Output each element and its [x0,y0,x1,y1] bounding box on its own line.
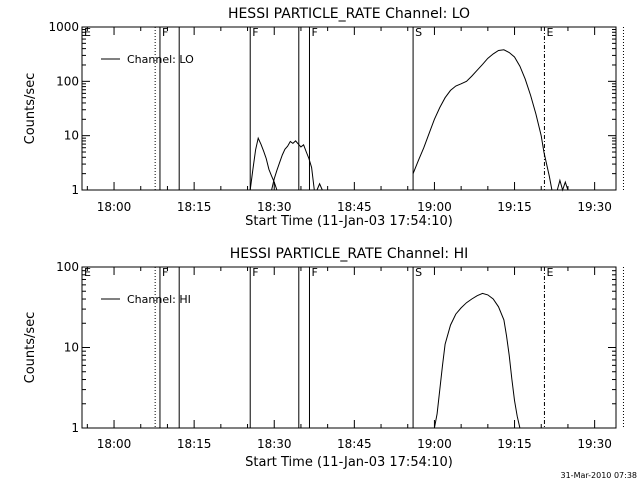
series-line [433,292,521,429]
y-tick-label: 100 [56,260,79,274]
x-tick-label: 19:30 [577,437,612,451]
plot-frame [81,26,617,191]
flag-label: E [546,266,553,279]
flag-label: F [162,26,168,39]
flag-label: F [252,266,258,279]
flag-label: S [415,266,422,279]
x-tick-label: 18:30 [257,437,292,451]
x-axis-label: Start Time (11-Jan-03 17:54:10) [245,214,453,229]
y-axis-label: Counts/sec [23,73,38,145]
y-tick-label: 100 [56,74,79,88]
chart-panel-0: HESSI PARTICLE_RATE Channel: LO 1 10 100 100… [23,6,624,229]
series-line [412,49,553,191]
series-line [556,178,569,192]
plot-timestamp: 31-Mar-2010 07:38 [561,471,638,480]
legend-label: Channel: LO [127,53,194,66]
legend-label: Channel: HI [127,293,191,306]
x-tick-label: 18:15 [177,437,212,451]
chart-panel-1: HESSI PARTICLE_RATE Channel: HI 1 10 100 18:… [23,246,624,470]
flag-label: E [84,26,91,39]
flag-label: S [415,26,422,39]
x-tick-label: 18:00 [97,200,132,214]
flag-label: F [311,266,317,279]
x-tick-label: 19:00 [417,200,452,214]
flag-label: F [252,26,258,39]
y-tick-label: 1 [71,421,79,435]
x-tick-label: 19:00 [417,437,452,451]
flag-label: E [84,266,91,279]
x-tick-label: 18:30 [257,200,292,214]
series-line [249,136,278,191]
x-tick-label: 18:45 [337,437,372,451]
x-tick-label: 18:45 [337,200,372,214]
y-axis-label: Counts/sec [23,312,38,384]
flag-label: E [546,26,553,39]
flag-label: F [311,26,317,39]
y-tick-label: 10 [64,341,79,355]
flag-label: F [162,266,168,279]
x-tick-label: 18:00 [97,437,132,451]
series-line [316,182,323,191]
series-line [271,140,315,191]
x-tick-label: 19:15 [497,437,532,451]
y-tick-label: 1000 [48,20,79,34]
y-tick-label: 1 [71,183,79,197]
x-tick-label: 18:15 [177,200,212,214]
x-axis-label: Start Time (11-Jan-03 17:54:10) [245,455,453,470]
chart-title: HESSI PARTICLE_RATE Channel: LO [228,6,470,22]
plot-frame [81,266,617,429]
y-tick-label: 10 [64,129,79,143]
chart-title: HESSI PARTICLE_RATE Channel: HI [230,246,468,262]
x-tick-label: 19:15 [497,200,532,214]
x-tick-label: 19:30 [577,200,612,214]
